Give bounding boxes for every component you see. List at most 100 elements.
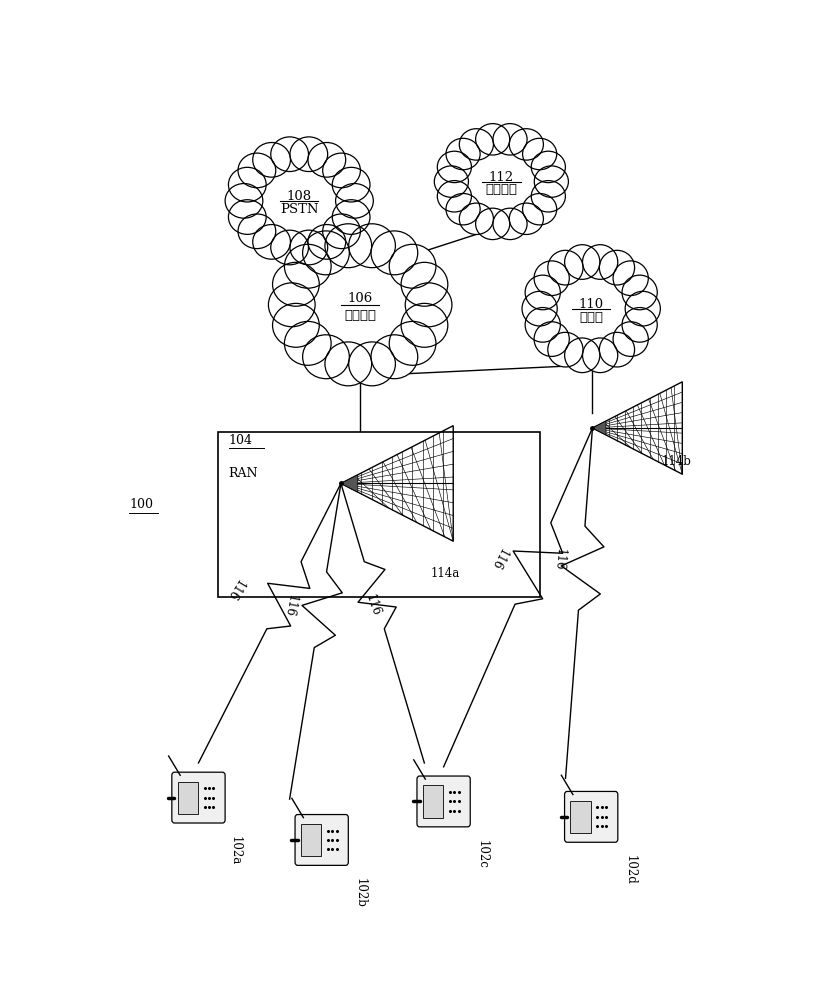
- Ellipse shape: [348, 224, 395, 268]
- Ellipse shape: [533, 166, 567, 197]
- Text: 102d: 102d: [623, 855, 635, 885]
- Ellipse shape: [324, 224, 371, 268]
- Bar: [570, 801, 590, 833]
- Text: 102a: 102a: [228, 836, 241, 865]
- Ellipse shape: [400, 262, 447, 306]
- Ellipse shape: [332, 167, 370, 202]
- Ellipse shape: [302, 335, 349, 379]
- Ellipse shape: [434, 166, 468, 197]
- Ellipse shape: [289, 230, 327, 265]
- Polygon shape: [592, 421, 605, 435]
- Text: 116: 116: [280, 593, 298, 617]
- Text: 104: 104: [228, 434, 252, 447]
- Text: 116: 116: [486, 546, 509, 572]
- Text: 114b: 114b: [661, 455, 691, 468]
- Ellipse shape: [564, 338, 599, 373]
- Ellipse shape: [440, 129, 562, 234]
- Ellipse shape: [475, 208, 509, 240]
- Text: 100: 100: [129, 498, 153, 512]
- Ellipse shape: [389, 321, 435, 365]
- Polygon shape: [341, 475, 357, 492]
- Ellipse shape: [582, 245, 617, 279]
- Ellipse shape: [521, 291, 557, 326]
- Ellipse shape: [509, 203, 543, 234]
- Ellipse shape: [400, 303, 447, 347]
- Ellipse shape: [348, 342, 395, 386]
- Ellipse shape: [509, 129, 543, 160]
- Ellipse shape: [308, 143, 346, 177]
- Ellipse shape: [284, 244, 331, 288]
- Bar: [178, 782, 198, 814]
- Text: 102b: 102b: [353, 878, 366, 908]
- Text: 116: 116: [363, 592, 382, 618]
- Ellipse shape: [564, 245, 599, 279]
- Ellipse shape: [370, 231, 418, 275]
- Ellipse shape: [272, 303, 319, 347]
- Text: 110: 110: [578, 298, 603, 311]
- Text: 114a: 114a: [430, 567, 460, 580]
- Ellipse shape: [531, 181, 565, 212]
- Ellipse shape: [612, 322, 648, 356]
- Ellipse shape: [237, 153, 275, 188]
- Text: 其他网络: 其他网络: [485, 183, 517, 196]
- Ellipse shape: [522, 193, 556, 225]
- Ellipse shape: [302, 231, 349, 275]
- Ellipse shape: [335, 184, 373, 218]
- Ellipse shape: [547, 250, 582, 285]
- Ellipse shape: [475, 124, 509, 155]
- Ellipse shape: [446, 138, 480, 170]
- Ellipse shape: [437, 181, 471, 212]
- Bar: [301, 824, 321, 856]
- Text: 因特网: 因特网: [579, 311, 602, 324]
- Ellipse shape: [547, 332, 582, 367]
- Ellipse shape: [524, 308, 560, 342]
- Ellipse shape: [323, 153, 360, 188]
- Ellipse shape: [599, 332, 633, 367]
- Ellipse shape: [459, 129, 493, 160]
- Ellipse shape: [276, 232, 443, 378]
- Ellipse shape: [599, 250, 633, 285]
- Ellipse shape: [531, 151, 565, 183]
- Ellipse shape: [533, 261, 569, 296]
- Ellipse shape: [533, 322, 569, 356]
- FancyBboxPatch shape: [172, 772, 225, 823]
- Ellipse shape: [528, 251, 653, 366]
- Ellipse shape: [459, 203, 493, 234]
- Ellipse shape: [524, 275, 560, 310]
- Ellipse shape: [270, 230, 308, 265]
- Bar: [423, 785, 442, 818]
- Ellipse shape: [332, 200, 370, 234]
- Ellipse shape: [582, 338, 617, 373]
- Text: 116: 116: [551, 547, 566, 571]
- Ellipse shape: [522, 138, 556, 170]
- Ellipse shape: [272, 262, 319, 306]
- Ellipse shape: [252, 143, 290, 177]
- Ellipse shape: [228, 200, 265, 234]
- Text: 106: 106: [347, 292, 372, 305]
- Ellipse shape: [492, 124, 527, 155]
- Ellipse shape: [324, 342, 371, 386]
- Ellipse shape: [621, 308, 657, 342]
- Ellipse shape: [228, 167, 265, 202]
- Ellipse shape: [621, 275, 657, 310]
- Bar: [218, 432, 539, 597]
- Ellipse shape: [268, 283, 315, 327]
- FancyBboxPatch shape: [417, 776, 470, 827]
- Ellipse shape: [270, 137, 308, 172]
- Ellipse shape: [308, 225, 346, 259]
- Text: 核心网络: 核心网络: [344, 309, 375, 322]
- FancyBboxPatch shape: [564, 791, 617, 842]
- Ellipse shape: [284, 321, 331, 365]
- Ellipse shape: [404, 283, 452, 327]
- Ellipse shape: [225, 184, 262, 218]
- Ellipse shape: [446, 193, 480, 225]
- Ellipse shape: [370, 335, 418, 379]
- Text: 102c: 102c: [475, 840, 488, 869]
- Text: 116: 116: [223, 577, 246, 603]
- Text: 108: 108: [286, 190, 312, 203]
- Ellipse shape: [289, 137, 327, 172]
- Ellipse shape: [492, 208, 527, 240]
- Ellipse shape: [252, 225, 290, 259]
- Text: PSTN: PSTN: [280, 203, 318, 216]
- Ellipse shape: [612, 261, 648, 296]
